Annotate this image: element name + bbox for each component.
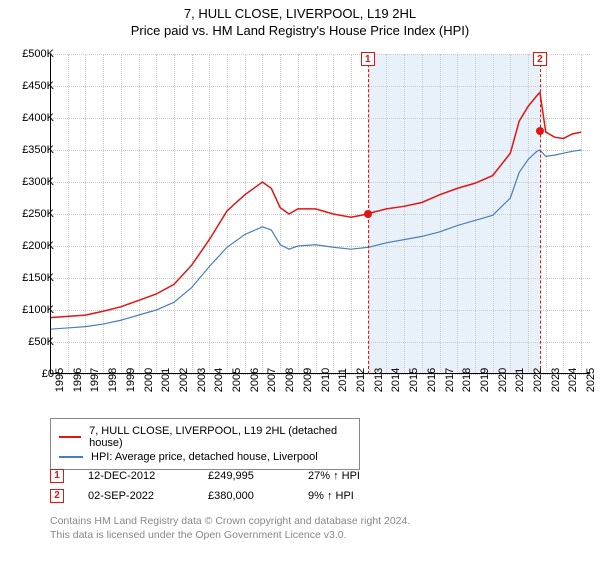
y-tick-label: £0 bbox=[9, 368, 54, 380]
x-tick-label: 2019 bbox=[479, 368, 491, 392]
sale-marker-box: 2 bbox=[533, 52, 547, 66]
x-tick-label: 1995 bbox=[54, 368, 66, 392]
legend-item: HPI: Average price, detached house, Live… bbox=[59, 451, 351, 463]
x-tick-label: 2023 bbox=[550, 368, 562, 392]
legend-swatch bbox=[59, 456, 83, 458]
title-sub: Price paid vs. HM Land Registry's House … bbox=[0, 23, 600, 38]
sale-marker-dot bbox=[536, 127, 544, 135]
sales-marker: 2 bbox=[50, 489, 64, 503]
x-tick-label: 2016 bbox=[426, 368, 438, 392]
x-tick-label: 2013 bbox=[373, 368, 385, 392]
x-tick-label: 2025 bbox=[585, 368, 597, 392]
x-tick-label: 2014 bbox=[390, 368, 402, 392]
sales-price: £249,995 bbox=[208, 470, 308, 482]
y-tick-label: £300K bbox=[9, 176, 54, 188]
y-tick-label: £250K bbox=[9, 208, 54, 220]
x-tick-label: 2024 bbox=[567, 368, 579, 392]
x-tick-label: 2011 bbox=[337, 368, 349, 392]
sales-date: 02-SEP-2022 bbox=[88, 490, 208, 502]
x-tick-label: 2005 bbox=[231, 368, 243, 392]
legend: 7, HULL CLOSE, LIVERPOOL, L19 2HL (detac… bbox=[50, 418, 360, 470]
y-tick-label: £500K bbox=[9, 48, 54, 60]
y-tick-label: £400K bbox=[9, 112, 54, 124]
x-tick-label: 1998 bbox=[107, 368, 119, 392]
x-tick-label: 2006 bbox=[249, 368, 261, 392]
y-tick-label: £350K bbox=[9, 144, 54, 156]
legend-label: 7, HULL CLOSE, LIVERPOOL, L19 2HL (detac… bbox=[89, 425, 351, 449]
x-tick-label: 2008 bbox=[284, 368, 296, 392]
x-tick-label: 2022 bbox=[532, 368, 544, 392]
attribution-line1: Contains HM Land Registry data © Crown c… bbox=[50, 514, 410, 528]
y-tick-label: £50K bbox=[9, 336, 54, 348]
x-tick-label: 2009 bbox=[302, 368, 314, 392]
x-tick-label: 2004 bbox=[213, 368, 225, 392]
y-tick-label: £450K bbox=[9, 80, 54, 92]
sales-row: 1 12-DEC-2012£249,99527% ↑ HPI bbox=[50, 466, 408, 486]
x-tick-label: 2015 bbox=[408, 368, 420, 392]
sales-row: 2 02-SEP-2022£380,0009% ↑ HPI bbox=[50, 486, 408, 506]
y-tick-label: £200K bbox=[9, 240, 54, 252]
series-hpi-line bbox=[50, 150, 581, 329]
sales-delta: 27% ↑ HPI bbox=[308, 470, 408, 482]
sale-marker-dash bbox=[540, 54, 541, 374]
x-tick-label: 2018 bbox=[461, 368, 473, 392]
y-tick-label: £100K bbox=[9, 304, 54, 316]
x-tick-label: 2000 bbox=[143, 368, 155, 392]
attribution-line2: This data is licensed under the Open Gov… bbox=[50, 528, 410, 542]
legend-swatch bbox=[59, 436, 81, 438]
legend-item: 7, HULL CLOSE, LIVERPOOL, L19 2HL (detac… bbox=[59, 425, 351, 449]
x-tick-label: 1999 bbox=[125, 368, 137, 392]
x-tick-label: 2010 bbox=[320, 368, 332, 392]
sales-table: 1 12-DEC-2012£249,99527% ↑ HPI 2 02-SEP-202… bbox=[50, 466, 408, 506]
sales-marker: 1 bbox=[50, 469, 64, 483]
x-tick-label: 2012 bbox=[355, 368, 367, 392]
series-hull-line bbox=[50, 92, 581, 317]
sale-marker-box: 1 bbox=[361, 52, 375, 66]
chart-root: 7, HULL CLOSE, LIVERPOOL, L19 2HL Price … bbox=[0, 6, 600, 566]
sales-date: 12-DEC-2012 bbox=[88, 470, 208, 482]
x-tick-label: 1996 bbox=[72, 368, 84, 392]
plot-area: 12 bbox=[50, 54, 590, 374]
x-tick-label: 2020 bbox=[497, 368, 509, 392]
sale-marker-dot bbox=[364, 210, 372, 218]
x-tick-label: 2001 bbox=[160, 368, 172, 392]
sales-delta: 9% ↑ HPI bbox=[308, 490, 408, 502]
x-tick-label: 2003 bbox=[196, 368, 208, 392]
y-tick-label: £150K bbox=[9, 272, 54, 284]
title-main: 7, HULL CLOSE, LIVERPOOL, L19 2HL bbox=[0, 6, 600, 21]
x-tick-label: 2021 bbox=[514, 368, 526, 392]
x-tick-label: 2007 bbox=[266, 368, 278, 392]
x-tick-label: 2002 bbox=[178, 368, 190, 392]
attribution: Contains HM Land Registry data © Crown c… bbox=[50, 514, 410, 542]
legend-label: HPI: Average price, detached house, Live… bbox=[91, 451, 318, 463]
sales-price: £380,000 bbox=[208, 490, 308, 502]
x-tick-label: 1997 bbox=[89, 368, 101, 392]
line-canvas bbox=[50, 54, 590, 374]
x-tick-label: 2017 bbox=[444, 368, 456, 392]
